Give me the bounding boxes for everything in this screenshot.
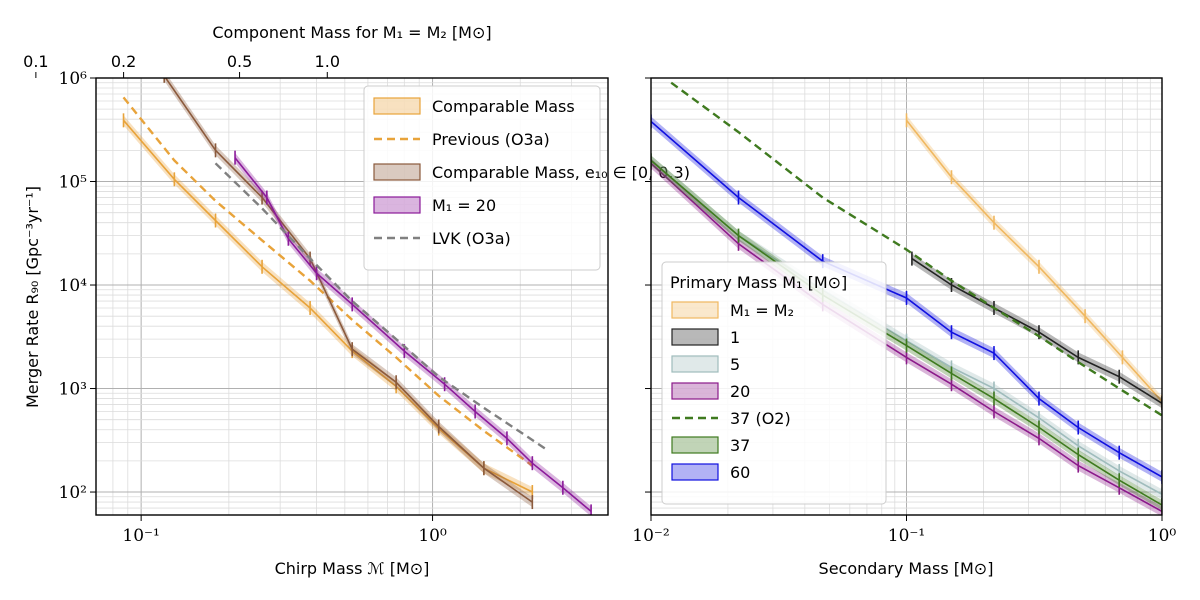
left-legend-label: Previous (O3a) — [432, 130, 550, 149]
right-panel: 10⁻² 10⁻¹ 10⁰ Primary Mass M₁ [M⊙] M₁ = M₂ 1 5… — [632, 77, 1177, 546]
right-series-4-dashed-line — [670, 81, 1162, 417]
right-legend-entry: 37 — [671, 436, 750, 455]
right-legend-entry: 37 (O2) — [672, 409, 791, 428]
right-x-tick-label: 10⁰ — [1148, 526, 1177, 546]
left-top-tick-label: 1.0 — [315, 52, 340, 71]
right-x-tick-label: 10⁻² — [632, 526, 669, 546]
right-series-2-band — [651, 155, 1162, 500]
left-y-tick-label: 10³ — [59, 380, 87, 400]
right-legend-swatch — [671, 355, 719, 373]
right-series-6-line — [651, 120, 1162, 478]
left-y-tick-label: 10⁶ — [59, 69, 88, 89]
left-legend: Comparable Mass Previous (O3a) Comparable … — [363, 85, 690, 271]
right-legend-swatch — [671, 382, 719, 400]
left-panel: 10⁻¹ 10⁰ 10² 10³ 10⁴ 10⁵ 10⁶ 0.1 0.2 0.5 1.0 Compar… — [23, 52, 690, 546]
left-legend-label: LVK (O3a) — [432, 229, 511, 248]
right-x-tick-label: 10⁻¹ — [888, 526, 925, 546]
right-legend-label: 20 — [730, 382, 750, 401]
right-legend-label: 1 — [730, 328, 740, 347]
right-legend-label: 37 — [730, 436, 750, 455]
left-legend-label: Comparable Mass — [432, 97, 575, 116]
left-legend-entry: Previous (O3a) — [374, 130, 550, 149]
left-legend-swatch — [373, 97, 421, 115]
left-legend-label: M₁ = 20 — [432, 196, 496, 215]
right-series-5-band — [651, 155, 1162, 510]
left-series-1-dashed-line — [122, 96, 533, 467]
right-legend-entry: 20 — [671, 382, 750, 401]
left-top-tick-label: 0.5 — [227, 52, 252, 71]
right-legend-swatch — [671, 463, 719, 481]
left-legend-entry: M₁ = 20 — [373, 196, 496, 215]
right-legend-entry: 5 — [671, 355, 740, 374]
right-series-group — [651, 81, 1162, 515]
left-top-tick-label: 0.2 — [111, 52, 136, 71]
right-legend-swatch — [671, 436, 719, 454]
left-y-axis-label: Merger Rate R₉₀ [Gpc⁻³yr⁻¹] — [23, 186, 42, 408]
right-legend-swatch — [671, 328, 719, 346]
right-legend-entry: M₁ = M₂ — [671, 301, 794, 320]
right-legend-label: 37 (O2) — [730, 409, 791, 428]
left-legend-label: Comparable Mass, e₁₀ ∈ [0, 0.3) — [432, 163, 690, 182]
right-legend-swatch — [671, 301, 719, 319]
left-series-3-band — [235, 152, 592, 515]
right-legend-entry: 60 — [671, 463, 750, 482]
left-y-tick-label: 10² — [59, 483, 87, 503]
left-y-tick-label: 10⁴ — [59, 276, 88, 296]
left-top-tick-label: 0.1 — [23, 52, 48, 71]
left-series-4-dashed-line — [214, 162, 550, 452]
left-legend-swatch — [373, 196, 421, 214]
left-x-axis-label: Chirp Mass ℳ [M⊙] — [275, 559, 430, 578]
left-axes-frame — [95, 77, 609, 516]
right-legend-entry: 1 — [671, 328, 740, 347]
left-legend-entry: Comparable Mass — [373, 97, 575, 116]
left-y-tick-label: 10⁵ — [59, 173, 88, 193]
right-x-axis-label: Secondary Mass [M⊙] — [819, 559, 994, 578]
left-legend-swatch — [373, 163, 421, 181]
right-legend-label: 5 — [730, 355, 740, 374]
left-legend-entry: Comparable Mass, e₁₀ ∈ [0, 0.3) — [373, 163, 690, 182]
right-legend-label: M₁ = M₂ — [730, 301, 794, 320]
left-top-axis-label: Component Mass for M₁ = M₂ [M⊙] — [212, 23, 491, 42]
right-series-3-band — [651, 158, 1162, 515]
right-legend-label: 60 — [730, 463, 750, 482]
left-legend-box — [363, 85, 601, 271]
right-legend: Primary Mass M₁ [M⊙] M₁ = M₂ 1 5 20 37 (O2) 37… — [661, 261, 887, 505]
right-legend-title: Primary Mass M₁ [M⊙] — [670, 273, 847, 292]
left-series-group — [122, 78, 592, 515]
left-x-tick-label: 10⁰ — [418, 526, 447, 546]
left-legend-entry: LVK (O3a) — [374, 229, 511, 248]
right-series-0-band — [906, 115, 1162, 407]
left-x-tick-label: 10⁻¹ — [122, 526, 159, 546]
